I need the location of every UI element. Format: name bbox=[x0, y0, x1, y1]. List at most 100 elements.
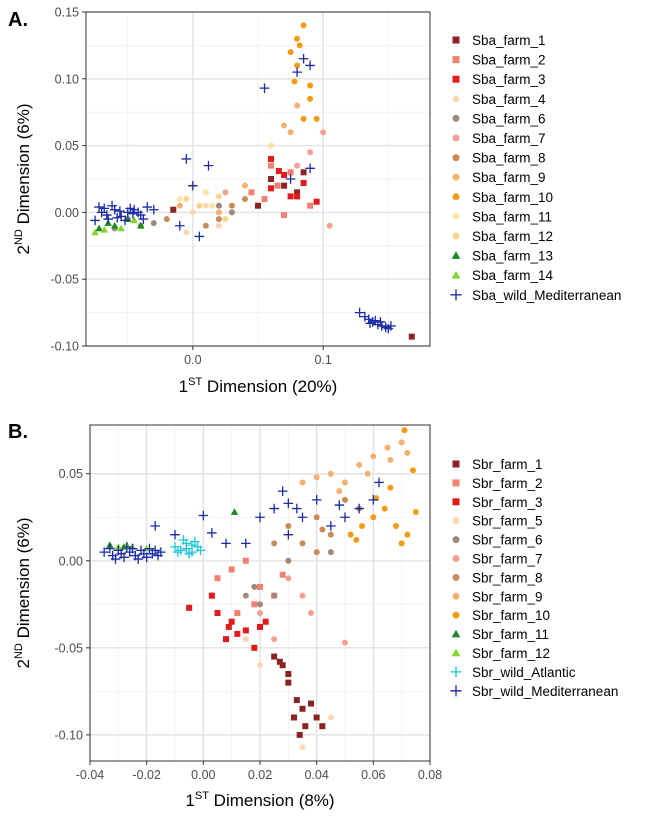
data-point bbox=[268, 155, 275, 162]
data-point bbox=[327, 470, 334, 477]
data-point bbox=[277, 486, 288, 496]
x-tick-label: 0.00 bbox=[191, 768, 215, 782]
data-point bbox=[142, 202, 153, 212]
data-point bbox=[136, 222, 145, 229]
data-point bbox=[99, 547, 109, 557]
data-point bbox=[398, 439, 405, 446]
series-Sba_farm_12 bbox=[183, 193, 229, 223]
panel-label: B. bbox=[8, 421, 28, 443]
data-point bbox=[234, 610, 241, 617]
data-point bbox=[296, 731, 303, 738]
data-point bbox=[376, 321, 387, 331]
legend-item: Sbr_farm_12 bbox=[451, 646, 550, 661]
data-point bbox=[294, 189, 301, 196]
data-point bbox=[336, 488, 343, 495]
plot-frame bbox=[85, 11, 431, 347]
data-point bbox=[300, 115, 307, 122]
legend-item: Sbr_farm_8 bbox=[452, 570, 543, 585]
data-point bbox=[100, 226, 108, 233]
x-axis-title: 1ST Dimension (8%) bbox=[185, 790, 334, 810]
data-point bbox=[327, 549, 334, 556]
data-point bbox=[222, 189, 229, 196]
legend-item: Sbr_farm_9 bbox=[452, 589, 543, 604]
legend-label: Sbr_farm_6 bbox=[472, 533, 543, 548]
data-point bbox=[319, 723, 326, 730]
data-point bbox=[251, 644, 258, 651]
legend-label: Sbr_farm_12 bbox=[472, 646, 550, 661]
data-point bbox=[214, 575, 221, 582]
data-point bbox=[294, 62, 301, 69]
legend-label: Sbr_farm_3 bbox=[472, 495, 543, 510]
data-point bbox=[347, 531, 354, 538]
data-point bbox=[313, 714, 320, 721]
legend-item: Sba_farm_4 bbox=[452, 92, 546, 107]
legend-key bbox=[452, 555, 460, 562]
legend-item: Sbr_farm_2 bbox=[452, 476, 543, 491]
legend-label: Sba_farm_9 bbox=[472, 170, 546, 185]
legend-key bbox=[452, 536, 460, 544]
data-point bbox=[242, 627, 249, 634]
data-point bbox=[268, 176, 275, 182]
data-point bbox=[313, 198, 320, 205]
data-point bbox=[117, 224, 125, 232]
data-point bbox=[133, 554, 143, 564]
data-point bbox=[410, 467, 416, 474]
data-point bbox=[307, 82, 314, 89]
legend-item: Sba_farm_10 bbox=[452, 190, 553, 205]
data-point bbox=[313, 549, 320, 556]
legend-key bbox=[452, 173, 460, 181]
data-point bbox=[215, 202, 222, 209]
data-point bbox=[181, 543, 192, 554]
legend-key bbox=[452, 611, 460, 619]
data-point bbox=[401, 427, 408, 434]
data-point bbox=[268, 162, 275, 169]
data-point bbox=[370, 514, 377, 521]
data-point bbox=[170, 206, 177, 213]
series-Sba_farm_11 bbox=[176, 142, 275, 209]
legend-label: Sbr_farm_11 bbox=[472, 627, 549, 642]
data-point bbox=[342, 639, 348, 646]
data-point bbox=[308, 610, 314, 617]
y-tick-label: 0.05 bbox=[59, 467, 83, 481]
legend-item: Sbr_farm_6 bbox=[452, 533, 543, 548]
data-point bbox=[228, 209, 235, 216]
data-point bbox=[223, 636, 229, 643]
y-tick-label: 0.10 bbox=[55, 72, 79, 86]
data-point bbox=[326, 222, 333, 229]
data-point bbox=[291, 78, 298, 85]
x-tick-label: 0.1 bbox=[314, 353, 331, 367]
legend-label: Sbr_farm_9 bbox=[472, 589, 543, 604]
series-Sbr_farm_3 bbox=[186, 592, 269, 651]
data-point bbox=[353, 536, 360, 543]
legend-item: Sba_farm_12 bbox=[452, 229, 553, 244]
x-tick-label: 0.0 bbox=[184, 353, 201, 367]
series-Sba_farm_1 bbox=[170, 169, 415, 340]
data-point bbox=[242, 557, 249, 564]
y-tick-label: -0.05 bbox=[55, 641, 84, 655]
legend-item: Sba_farm_9 bbox=[452, 170, 546, 185]
data-point bbox=[257, 662, 263, 669]
legend-item: Sba_farm_14 bbox=[451, 268, 554, 283]
data-point bbox=[283, 498, 294, 509]
data-point bbox=[215, 193, 222, 200]
data-point bbox=[209, 202, 216, 209]
data-point bbox=[150, 220, 157, 227]
series-Sbr_farm_9 bbox=[299, 439, 411, 495]
data-point bbox=[257, 583, 263, 590]
data-point bbox=[299, 744, 306, 751]
x-axis-title: 1ST Dimension (20%) bbox=[179, 376, 338, 396]
data-point bbox=[221, 538, 231, 549]
y-tick-label: -0.10 bbox=[51, 340, 80, 354]
legend-item: Sbr_farm_1 bbox=[452, 457, 543, 472]
data-point bbox=[285, 174, 296, 184]
legend-item: Sba_farm_2 bbox=[452, 53, 546, 68]
data-point bbox=[255, 512, 265, 523]
data-point bbox=[175, 220, 185, 231]
legend-label: Sbr_farm_1 bbox=[472, 457, 543, 472]
data-point bbox=[170, 529, 180, 540]
data-point bbox=[356, 462, 363, 469]
x-tick-label: -0.02 bbox=[132, 768, 161, 782]
legend-item: Sbr_wild_Atlantic bbox=[450, 665, 576, 680]
data-point bbox=[187, 540, 197, 550]
data-point bbox=[327, 531, 334, 538]
